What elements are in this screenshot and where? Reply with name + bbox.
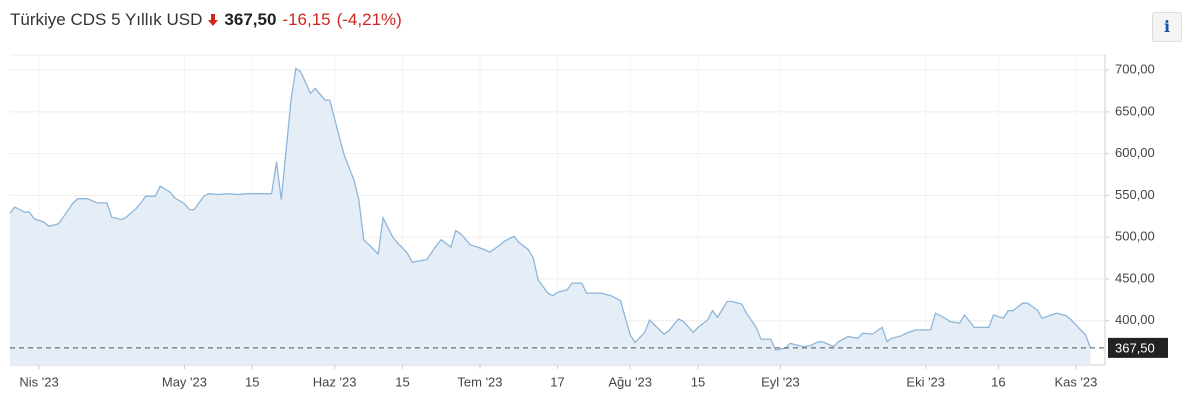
change-pct: (-4,21%) <box>336 10 402 29</box>
x-tick-label: Nis '23 <box>19 374 58 389</box>
x-tick-label: 15 <box>395 374 409 389</box>
y-tick-label: 550,00 <box>1115 187 1155 202</box>
change: -16,15 <box>282 10 331 29</box>
area <box>10 68 1091 366</box>
line <box>9 67 1092 351</box>
y-tick-label: 650,00 <box>1115 103 1155 118</box>
x-tick-label: Haz '23 <box>313 374 357 389</box>
x-tick-label: May '23 <box>162 374 207 389</box>
x-tick-label: 15 <box>245 374 259 389</box>
header: Türkiye CDS 5 Yıllık USD 367,50 -16,15 (… <box>10 10 402 30</box>
y-tick-label: 500,00 <box>1115 229 1155 244</box>
x-tick-label: 16 <box>991 374 1005 389</box>
y-tick-label: 400,00 <box>1115 312 1155 327</box>
x-tick-label: Eki '23 <box>906 374 945 389</box>
x-tick-label: Tem '23 <box>457 374 502 389</box>
title: Türkiye CDS 5 Yıllık USD <box>10 10 203 29</box>
price: 367,50 <box>224 10 277 29</box>
y-tick-label: 450,00 <box>1115 270 1155 285</box>
x-tick-label: Kas '23 <box>1054 374 1097 389</box>
x-tick-label: Eyl '23 <box>761 374 800 389</box>
x-tick-label: 15 <box>691 374 705 389</box>
x-tick-label: Ağu '23 <box>608 374 652 389</box>
x-tick-label: 17 <box>550 374 564 389</box>
y-tick-label: 700,00 <box>1115 61 1155 76</box>
last-price-box <box>1108 337 1168 358</box>
down-arrow <box>208 14 219 26</box>
info-button[interactable]: i <box>1152 12 1182 42</box>
last-price-label: 367,50 <box>1115 340 1155 355</box>
y-tick-label: 600,00 <box>1115 145 1155 160</box>
